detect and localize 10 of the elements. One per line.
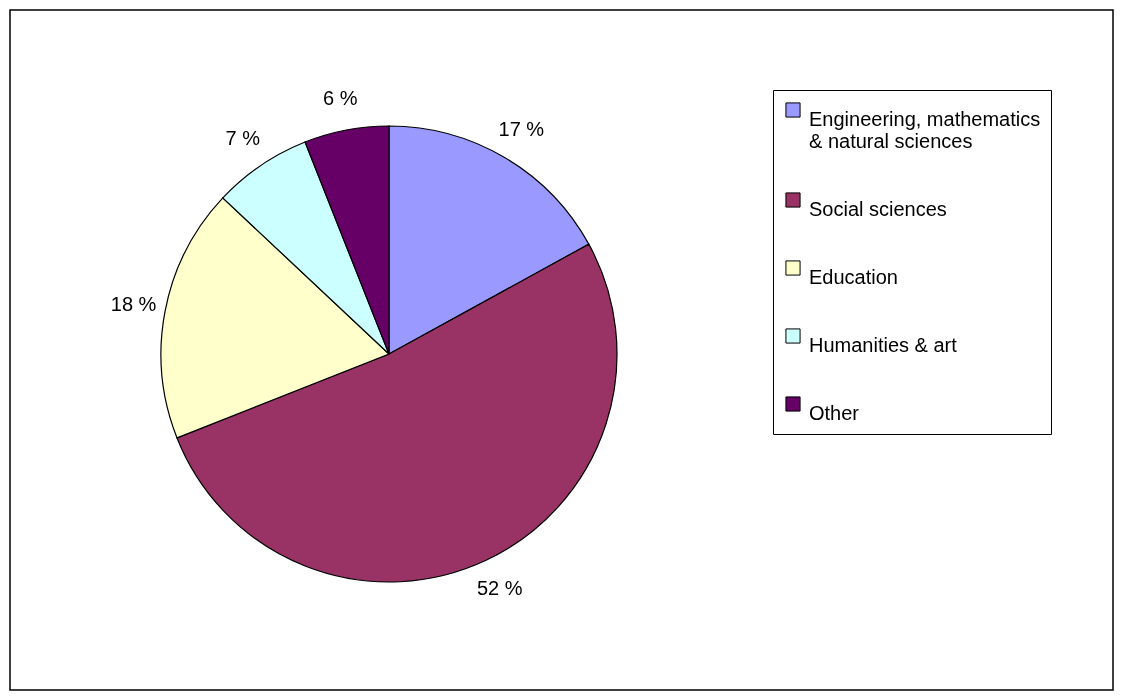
legend-label: Education (809, 266, 898, 288)
legend-label: Social sciences (809, 198, 947, 220)
data-label: 17 % (498, 118, 545, 141)
data-label: 52 % (476, 577, 523, 600)
data-label: 7 % (225, 126, 261, 149)
data-label: 6 % (323, 86, 358, 109)
legend-label: Other (809, 402, 860, 424)
data-label: 18 % (110, 293, 157, 316)
legend-label: Humanities & art (809, 334, 958, 356)
legend-label: Engineering, mathematics & natural sciences (809, 108, 1041, 152)
